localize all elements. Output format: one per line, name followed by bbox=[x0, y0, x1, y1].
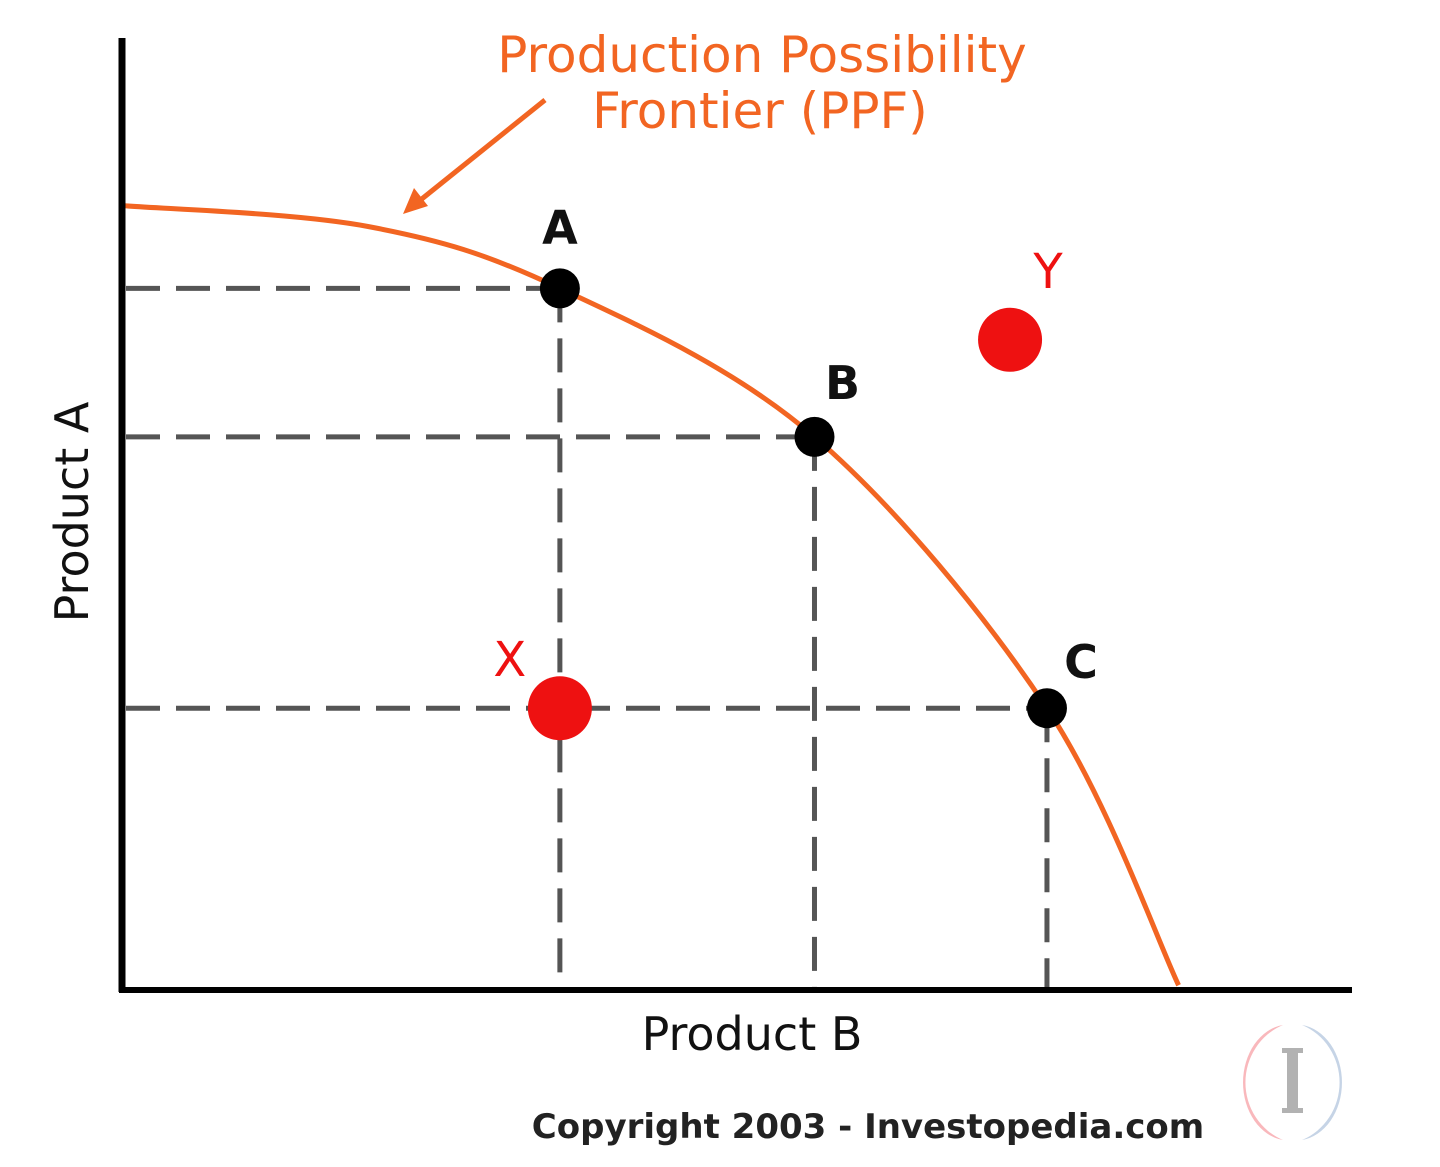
chart-title-line1: Production Possibility bbox=[497, 26, 1026, 84]
point-label-C: C bbox=[1064, 635, 1098, 689]
point-B bbox=[794, 416, 835, 457]
point-A bbox=[539, 268, 580, 309]
ppf-curve bbox=[121, 203, 1181, 987]
point-label-A: A bbox=[542, 200, 578, 254]
point-label-Y: Y bbox=[1032, 244, 1063, 300]
point-label-B: B bbox=[825, 356, 860, 410]
guide-lines bbox=[126, 285, 1050, 990]
point-X bbox=[527, 676, 592, 741]
point-Y bbox=[978, 307, 1043, 372]
x-axis-label: Product B bbox=[642, 1007, 863, 1061]
investopedia-logo bbox=[1243, 1025, 1342, 1140]
copyright-text: Copyright 2003 - Investopedia.com bbox=[532, 1107, 1204, 1147]
point-C bbox=[1026, 688, 1067, 729]
y-axis-label: Product A bbox=[45, 401, 99, 622]
points: A B C X Y bbox=[493, 200, 1098, 741]
annotation-arrow bbox=[403, 98, 547, 214]
point-label-X: X bbox=[493, 632, 526, 688]
chart-title-line2: Frontier (PPF) bbox=[592, 82, 928, 140]
